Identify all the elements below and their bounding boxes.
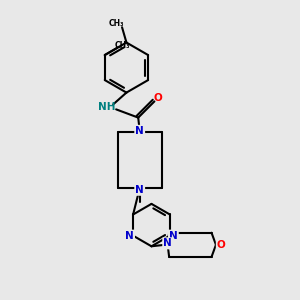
Text: CH₃: CH₃ [115, 41, 130, 50]
Text: N: N [135, 185, 144, 195]
Text: CH₃: CH₃ [109, 19, 124, 28]
Text: N: N [135, 126, 144, 136]
Text: O: O [217, 240, 226, 250]
Text: N: N [169, 231, 178, 241]
Text: N: N [125, 231, 134, 241]
Text: N: N [163, 238, 172, 248]
Text: O: O [154, 94, 162, 103]
Text: NH: NH [98, 102, 116, 112]
